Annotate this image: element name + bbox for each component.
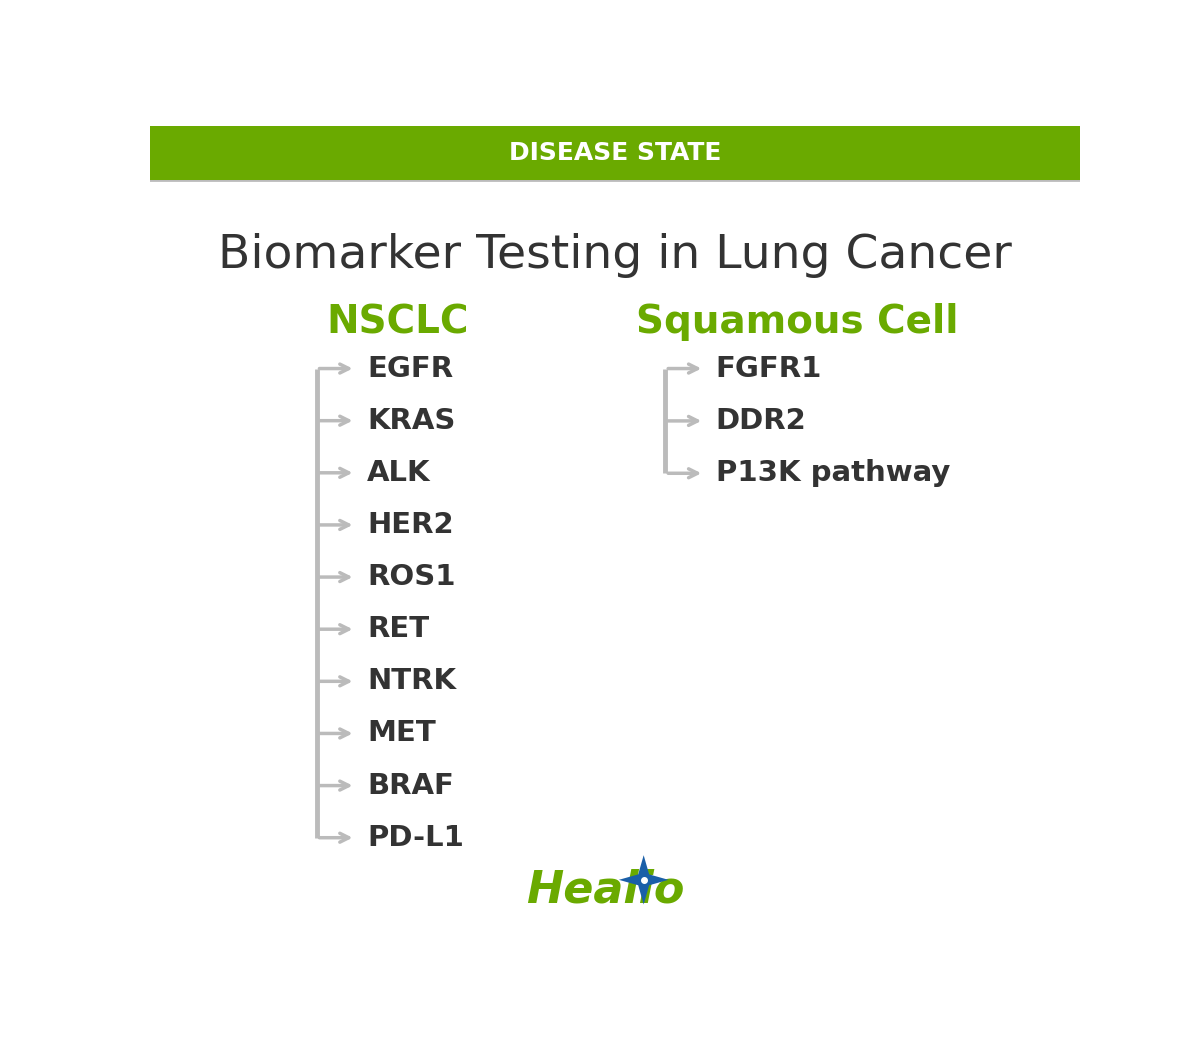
Text: ALK: ALK <box>367 459 431 487</box>
Text: NTRK: NTRK <box>367 668 456 695</box>
Text: MET: MET <box>367 719 436 748</box>
Text: NSCLC: NSCLC <box>326 303 469 341</box>
Text: FGFR1: FGFR1 <box>715 355 822 382</box>
Text: EGFR: EGFR <box>367 355 454 382</box>
Text: Squamous Cell: Squamous Cell <box>636 303 959 341</box>
Text: DDR2: DDR2 <box>715 407 806 435</box>
Text: BRAF: BRAF <box>367 772 454 800</box>
Text: HER2: HER2 <box>367 511 454 539</box>
Bar <box>150 126 1080 180</box>
Text: P13K pathway: P13K pathway <box>715 459 950 487</box>
Text: RET: RET <box>367 615 430 644</box>
Polygon shape <box>619 855 668 904</box>
Text: Biomarker Testing in Lung Cancer: Biomarker Testing in Lung Cancer <box>218 233 1012 278</box>
Text: Healio: Healio <box>526 868 684 911</box>
Text: ROS1: ROS1 <box>367 563 456 591</box>
Text: DISEASE STATE: DISEASE STATE <box>509 141 721 165</box>
Text: PD-L1: PD-L1 <box>367 823 464 852</box>
Text: KRAS: KRAS <box>367 406 455 435</box>
